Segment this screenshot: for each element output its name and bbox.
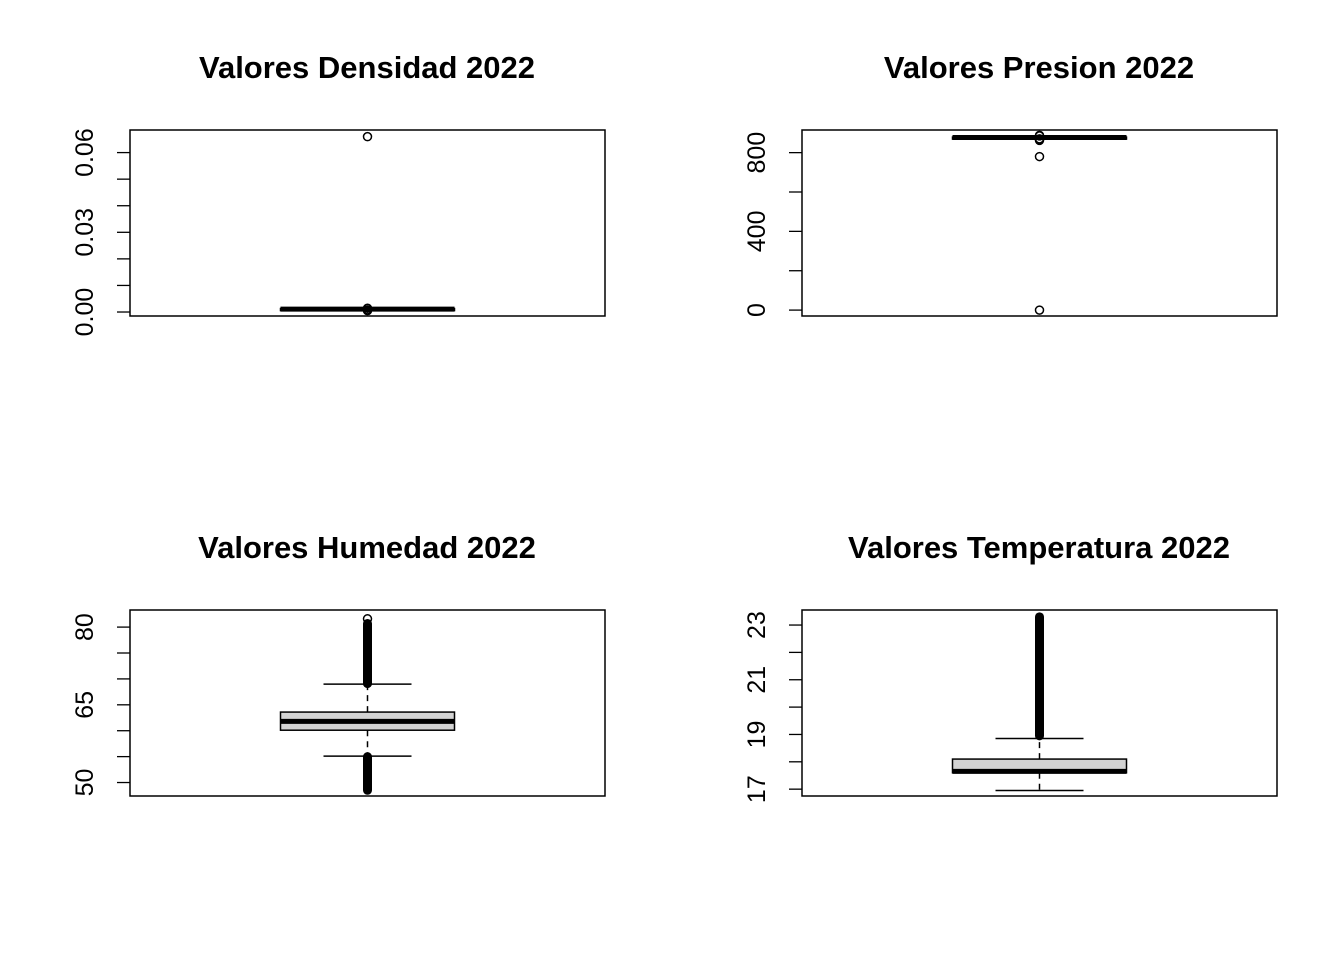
y-tick-label: 17 — [743, 775, 771, 803]
y-tick-label: 0 — [743, 303, 771, 317]
plot-frame — [801, 609, 1278, 797]
panel-densidad: Valores Densidad 2022 0.00 0.03 0.06 — [71, 50, 606, 337]
chart-title: Valores Presion 2022 — [884, 50, 1194, 85]
outlier-point — [362, 131, 373, 142]
y-tick-label: 400 — [743, 211, 771, 253]
outlier-point — [1034, 130, 1045, 141]
y-tick-label: 80 — [71, 613, 99, 641]
panel-temperatura: Valores Temperatura 2022 17 19 21 23 — [743, 530, 1278, 803]
plot-frame — [801, 129, 1278, 317]
outlier-point — [362, 305, 373, 316]
chart-title: Valores Densidad 2022 — [199, 50, 535, 85]
y-tick-label: 23 — [743, 611, 771, 639]
outlier-point — [1034, 305, 1045, 315]
chart-title: Valores Temperatura 2022 — [848, 530, 1230, 565]
panel-humedad: Valores Humedad 2022 50 65 80 — [71, 530, 606, 797]
y-tick-label: 19 — [743, 721, 771, 749]
panel-presion: Valores Presion 2022 0 400 800 — [743, 50, 1278, 317]
chart-title: Valores Humedad 2022 — [198, 530, 536, 565]
plot-frame — [129, 609, 606, 797]
y-tick-label: 800 — [743, 132, 771, 174]
outlier-point — [1034, 151, 1045, 162]
y-tick-label: 21 — [743, 666, 771, 694]
y-tick-label: 0.03 — [71, 208, 99, 257]
outlier-point — [1034, 134, 1045, 144]
outlier-point — [362, 614, 373, 624]
y-tick-label: 0.00 — [71, 288, 99, 337]
y-tick-label: 65 — [71, 691, 99, 719]
plot-frame — [129, 129, 606, 317]
y-tick-label: 0.06 — [71, 128, 99, 177]
y-tick-label: 50 — [71, 769, 99, 797]
